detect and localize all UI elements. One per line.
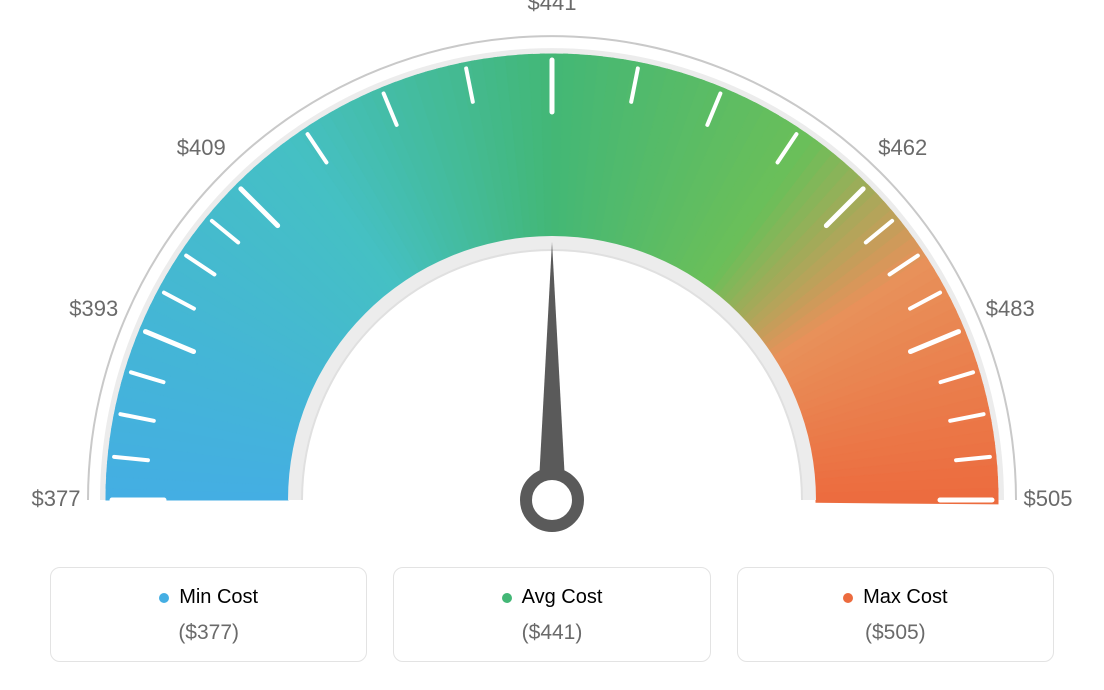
svg-text:$505: $505 — [1024, 486, 1073, 511]
legend-title-avg: Avg Cost — [502, 586, 603, 609]
legend-row: Min Cost ($377) Avg Cost ($441) Max Cost… — [50, 567, 1054, 662]
svg-text:$441: $441 — [528, 0, 577, 15]
dot-icon — [502, 593, 512, 603]
legend-label: Min Cost — [179, 586, 258, 609]
legend-label: Avg Cost — [522, 586, 603, 609]
svg-text:$462: $462 — [878, 135, 927, 160]
legend-value: ($441) — [394, 621, 709, 645]
svg-text:$409: $409 — [177, 135, 226, 160]
svg-text:$377: $377 — [32, 486, 81, 511]
svg-text:$483: $483 — [986, 296, 1035, 321]
legend-title-max: Max Cost — [843, 586, 947, 609]
dot-icon — [843, 593, 853, 603]
gauge-svg: $377 $393 $409 $441 $462 $483 $505 — [0, 0, 1104, 560]
legend-value: ($377) — [51, 621, 366, 645]
chart-container: $377 $393 $409 $441 $462 $483 $505 Min Cost ($… — [0, 0, 1104, 690]
legend-title-min: Min Cost — [159, 586, 258, 609]
legend-card-min: Min Cost ($377) — [50, 567, 367, 662]
legend-label: Max Cost — [863, 586, 947, 609]
gauge-chart: $377 $393 $409 $441 $462 $483 $505 — [0, 0, 1104, 560]
dot-icon — [159, 593, 169, 603]
legend-card-avg: Avg Cost ($441) — [393, 567, 710, 662]
legend-value: ($505) — [738, 621, 1053, 645]
svg-text:$393: $393 — [69, 296, 118, 321]
legend-card-max: Max Cost ($505) — [737, 567, 1054, 662]
